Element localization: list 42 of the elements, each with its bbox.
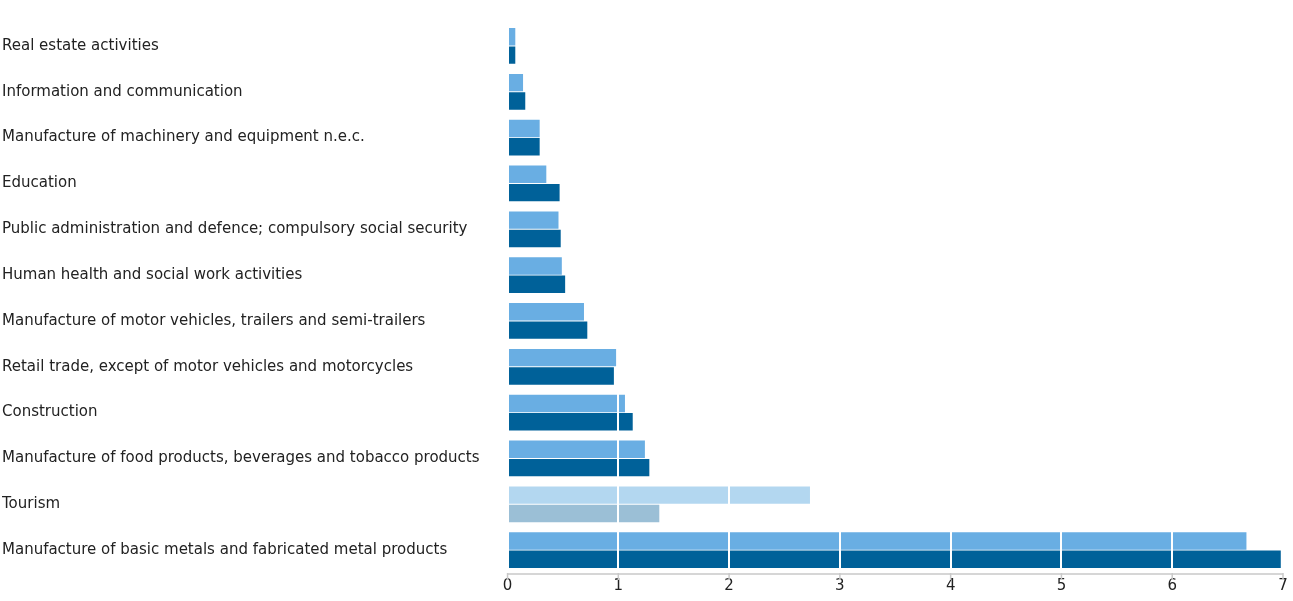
x-tick-label: 3	[835, 575, 845, 594]
bar	[508, 321, 588, 339]
bar	[508, 275, 566, 293]
bar	[508, 257, 562, 275]
y-tick-label: Human health and social work activities	[2, 264, 303, 283]
y-tick-label: Education	[2, 173, 77, 192]
x-tick-label: 4	[945, 575, 956, 594]
bar	[508, 532, 1247, 550]
bar	[508, 73, 524, 92]
bar	[508, 92, 526, 110]
bar	[508, 486, 810, 504]
bar	[508, 413, 633, 431]
y-tick-label: Information and communication	[2, 81, 243, 100]
y-tick-label: Manufacture of motor vehicles, trailers and semi-trailers	[2, 310, 426, 329]
x-tick-label: 2	[724, 575, 734, 594]
bar	[508, 46, 516, 64]
y-tick-label: Public administration and defence; compulsory social security	[2, 219, 468, 238]
y-tick-label: Manufacture of machinery and equipment n.e.c.	[2, 127, 365, 146]
bar	[508, 394, 625, 413]
bar	[508, 229, 561, 248]
bar	[508, 183, 560, 202]
x-tick-label: 0	[502, 575, 513, 594]
y-tick-label: Manufacture of basic metals and fabricated metal products	[2, 539, 448, 558]
bar	[508, 165, 547, 183]
bar	[508, 119, 540, 138]
bar	[508, 303, 584, 321]
bar	[508, 138, 540, 156]
bar	[508, 550, 1281, 568]
bar	[508, 504, 660, 523]
y-tick-label: Retail trade, except of motor vehicles and motorcycles	[2, 356, 414, 375]
bar	[508, 440, 645, 458]
bar	[508, 458, 650, 477]
x-tick-label: 5	[1056, 575, 1067, 594]
bar	[508, 211, 559, 229]
bar	[508, 367, 614, 385]
y-tick-label: Manufacture of food products, beverages and tobacco products	[2, 448, 480, 467]
y-tick-label: Tourism	[1, 494, 61, 513]
x-tick-label: 7	[1278, 575, 1288, 594]
y-tick-label: Construction	[2, 402, 98, 421]
y-tick-label: Real estate activities	[2, 35, 159, 54]
x-tick-label: 6	[1167, 575, 1177, 594]
bar	[508, 348, 617, 367]
